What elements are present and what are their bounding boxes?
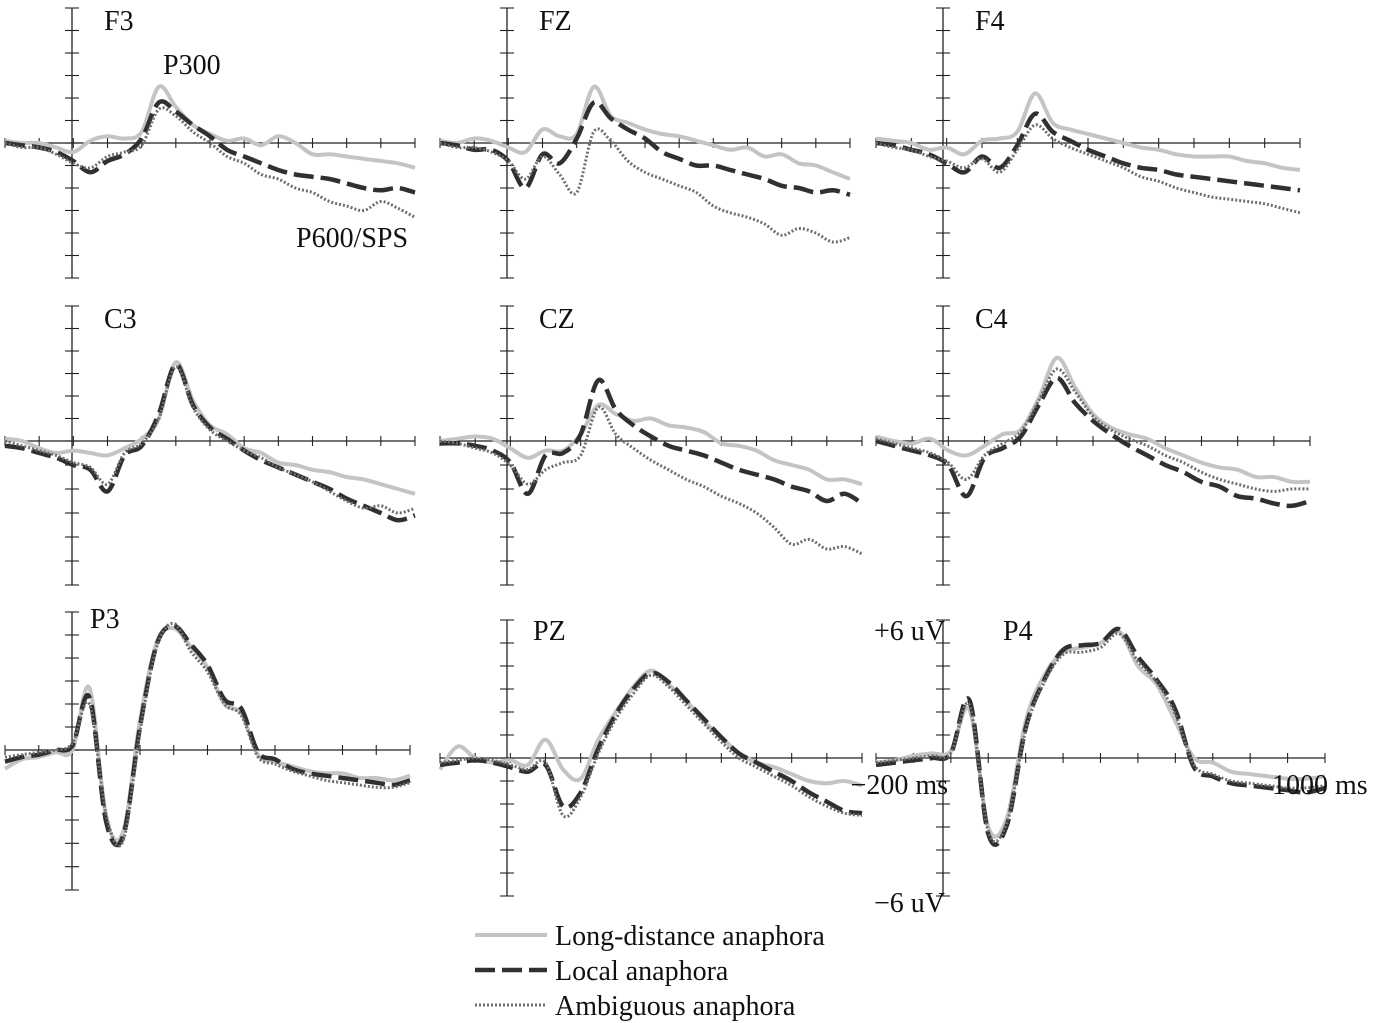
panel-p4-series-local-anaphora (875, 626, 1326, 847)
panel-pz: PZ (438, 616, 863, 897)
panel-p4-label: P4 (1003, 616, 1033, 647)
x-axis-left-scale-label: −200 ms (851, 770, 948, 801)
panel-c4: C4 (875, 304, 1311, 586)
panel-cz-series-local-anaphora (439, 377, 864, 506)
panel-c3-series-local-anaphora (4, 362, 416, 523)
panel-fz-series-local-anaphora (439, 99, 851, 197)
panel-pz-series-ambiguous-anaphora (439, 673, 863, 819)
panel-p3: P3 (3, 604, 411, 891)
panel-pz-label: PZ (533, 616, 566, 647)
panel-f3-series-local-anaphora (4, 99, 416, 195)
panel-c3: C3 (4, 304, 416, 586)
panel-p3-series-ambiguous-anaphora (4, 621, 411, 848)
erp-panels: F3 FZ F4 C3 CZ C4 P3 PZ P4 (3, 6, 1326, 897)
p300-annotation: P300 (163, 50, 221, 81)
y-axis-top-scale-label: +6 uV (874, 616, 945, 647)
panel-fz-label: FZ (539, 6, 572, 37)
panel-c3-series-ambiguous-anaphora (4, 365, 416, 515)
panel-cz-series-long-distance-anaphora (439, 402, 863, 487)
panel-pz-series-local-anaphora (439, 670, 863, 816)
panel-cz-label: CZ (539, 304, 575, 335)
panel-f4-label: F4 (975, 6, 1005, 37)
panel-p4: P4 (875, 616, 1326, 897)
legend-label-long-distance: Long-distance anaphora (555, 921, 825, 952)
legend: Long-distance anaphora Local anaphora Am… (475, 921, 825, 1022)
panel-f4: F4 (875, 6, 1301, 279)
panel-c4-series-long-distance-anaphora (875, 355, 1311, 485)
panel-c4-label: C4 (975, 304, 1008, 335)
legend-label-local: Local anaphora (555, 956, 729, 987)
panel-p4-series-ambiguous-anaphora (875, 632, 1326, 844)
panel-f3-label: F3 (104, 6, 134, 37)
panel-fz-series-long-distance-anaphora (439, 84, 851, 181)
panel-c3-label: C3 (104, 304, 137, 335)
x-axis-right-scale-label: 1000 ms (1272, 770, 1368, 801)
panel-p3-series-local-anaphora (4, 623, 411, 848)
panel-c4-series-ambiguous-anaphora (875, 367, 1311, 493)
y-axis-bottom-scale-label: −6 uV (874, 888, 945, 919)
panel-f4-series-ambiguous-anaphora (875, 123, 1301, 215)
panel-f3: F3 (4, 6, 416, 279)
p600-sps-annotation: P600/SPS (296, 223, 408, 254)
panel-p3-series-long-distance-anaphora (3, 625, 411, 843)
panel-fz: FZ (439, 6, 851, 279)
panel-f3-series-ambiguous-anaphora (4, 106, 416, 219)
panel-f4-series-long-distance-anaphora (875, 91, 1301, 172)
legend-label-ambiguous: Ambiguous anaphora (555, 991, 796, 1022)
panel-c4-series-local-anaphora (875, 375, 1311, 509)
panel-f4-series-local-anaphora (875, 111, 1301, 193)
panel-pz-series-long-distance-anaphora (438, 668, 863, 788)
panel-cz: CZ (439, 304, 864, 586)
panel-p3-label: P3 (90, 604, 120, 635)
panel-cz-series-ambiguous-anaphora (439, 405, 863, 556)
panel-fz-series-ambiguous-anaphora (439, 127, 851, 244)
